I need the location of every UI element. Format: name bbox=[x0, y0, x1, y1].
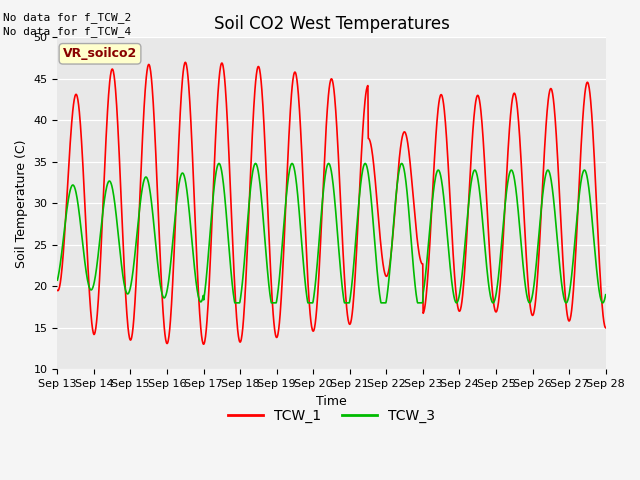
TCW_3 bbox=[231, 300, 239, 306]
X-axis label: Time: Time bbox=[316, 395, 347, 408]
TCW_3 bbox=[602, 292, 609, 298]
TCW_3 bbox=[54, 277, 61, 283]
Title: Soil CO2 West Temperatures: Soil CO2 West Temperatures bbox=[214, 15, 449, 33]
TCW_1 bbox=[366, 139, 374, 144]
Text: No data for f_TCW_2: No data for f_TCW_2 bbox=[3, 12, 131, 23]
TCW_1 bbox=[54, 288, 61, 293]
TCW_3 bbox=[366, 185, 374, 191]
Line: TCW_3: TCW_3 bbox=[58, 164, 605, 303]
TCW_1 bbox=[118, 218, 126, 224]
TCW_3 bbox=[96, 237, 104, 243]
TCW_3 bbox=[287, 162, 294, 168]
TCW_1 bbox=[96, 271, 104, 276]
TCW_1 bbox=[308, 325, 316, 331]
TCW_3 bbox=[298, 245, 306, 251]
Text: VR_soilco2: VR_soilco2 bbox=[63, 48, 137, 60]
TCW_1 bbox=[200, 341, 207, 347]
TCW_1 bbox=[287, 102, 294, 108]
Y-axis label: Soil Temperature (C): Soil Temperature (C) bbox=[15, 139, 28, 267]
TCW_1 bbox=[182, 60, 189, 65]
TCW_1 bbox=[298, 156, 306, 162]
TCW_3 bbox=[308, 300, 316, 306]
TCW_1 bbox=[602, 325, 609, 331]
Line: TCW_1: TCW_1 bbox=[58, 62, 605, 344]
Legend: TCW_1, TCW_3: TCW_1, TCW_3 bbox=[223, 403, 440, 429]
Text: No data for f_TCW_4: No data for f_TCW_4 bbox=[3, 26, 131, 37]
TCW_3 bbox=[215, 161, 223, 167]
TCW_3 bbox=[118, 267, 126, 273]
